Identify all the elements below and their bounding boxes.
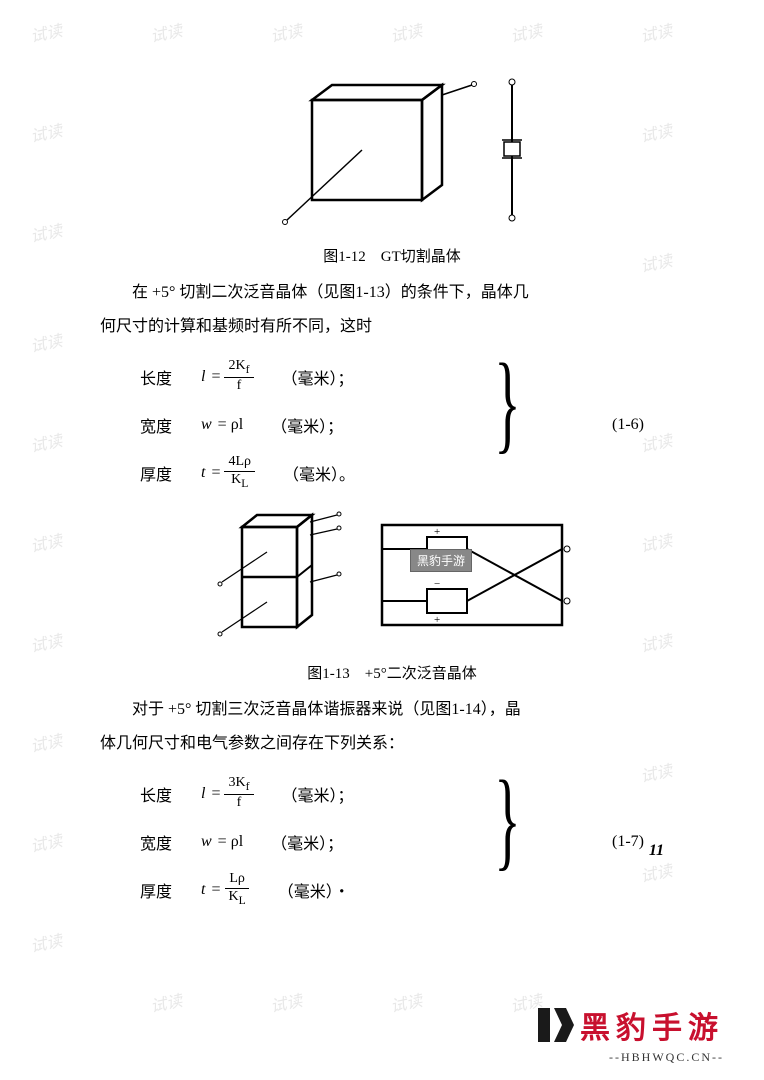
brace-icon: } [494, 339, 520, 466]
fraction: LρKL [224, 871, 249, 908]
equation-line: 长度l = 3Kff（毫米）； [140, 774, 684, 814]
figure-1-12-caption: 图1-12 GT切割晶体 [100, 245, 684, 266]
watermark-text: 试读 [388, 987, 424, 1017]
equation-number-1-7: (1-7) [612, 833, 644, 851]
figure-1-13: +− −+ 黑豹手游 [100, 507, 684, 652]
eq-variable: l [201, 785, 205, 803]
brand-logo: 黑豹手游 --HBHWQC.CN-- [530, 1000, 724, 1050]
equation-group-1-6: 长度l = 2Kff（毫米）；宽度w = ρl（毫米）；厚度t = 4LρKL（… [140, 357, 684, 493]
eq-variable: w [201, 833, 212, 851]
eq-variable: l [201, 368, 205, 386]
eq-unit: （毫米）・ [278, 878, 350, 902]
eq-unit: （毫米）； [282, 365, 354, 389]
eq-label: 长度 [140, 782, 195, 806]
eq-unit: （毫米）； [271, 830, 343, 854]
eq-variable: t [201, 881, 205, 899]
svg-text:−: − [434, 578, 440, 590]
brace-icon: } [494, 756, 520, 883]
svg-text:+: + [434, 526, 440, 538]
eq-label: 宽度 [140, 830, 195, 854]
fraction: 2Kff [224, 358, 253, 395]
eq-variable: w [201, 416, 212, 434]
eq-label: 厚度 [140, 878, 195, 902]
eq-unit: （毫米）。 [283, 461, 355, 485]
figure-1-12 [100, 70, 684, 235]
logo-icon [530, 1000, 580, 1050]
watermark-text: 试读 [268, 987, 304, 1017]
logo-text: 黑豹手游 [580, 1012, 724, 1045]
paragraph-1-line-1: 在 +5° 切割二次泛音晶体（见图1-13）的条件下，晶体几 [100, 278, 684, 308]
document-page: 图1-12 GT切割晶体 在 +5° 切割二次泛音晶体（见图1-13）的条件下，… [0, 0, 764, 964]
equation-line: 宽度w = ρl（毫米）； [140, 405, 684, 445]
paragraph-2-line-1: 对于 +5° 切割三次泛音晶体谐振器来说（见图1-14），晶 [100, 695, 684, 725]
equation-number-1-6: (1-6) [612, 416, 644, 434]
page-number: 11 [649, 842, 664, 860]
watermark-text: 试读 [148, 987, 184, 1017]
watermark-badge: 黑豹手游 [410, 549, 472, 572]
eq-expression: ρl [231, 416, 243, 434]
equation-line: 长度l = 2Kff（毫米）； [140, 357, 684, 397]
fraction: 3Kff [224, 775, 253, 812]
paragraph-1-line-2: 何尺寸的计算和基频时有所不同，这时 [100, 312, 684, 342]
equation-line: 宽度w = ρl（毫米）； [140, 822, 684, 862]
equation-group-1-7: 长度l = 3Kff（毫米）；宽度w = ρl（毫米）；厚度t = LρKL（毫… [140, 774, 684, 910]
crystal-box-diagram [242, 70, 542, 230]
fraction: 4LρKL [224, 454, 255, 491]
eq-label: 长度 [140, 365, 195, 389]
svg-text:+: + [434, 614, 440, 626]
eq-unit: （毫米）； [282, 782, 354, 806]
equation-line: 厚度t = 4LρKL（毫米）。 [140, 453, 684, 493]
equation-line: 厚度t = LρKL（毫米）・ [140, 870, 684, 910]
eq-label: 宽度 [140, 413, 195, 437]
figure-1-13-caption: 图1-13 +5°二次泛音晶体 [100, 662, 684, 683]
logo-subtitle: --HBHWQC.CN-- [609, 1050, 724, 1065]
overtone-crystal-diagram: +− −+ [202, 507, 582, 647]
eq-variable: t [201, 464, 205, 482]
paragraph-2-line-2: 体几何尺寸和电气参数之间存在下列关系： [100, 729, 684, 759]
eq-expression: ρl [231, 833, 243, 851]
eq-label: 厚度 [140, 461, 195, 485]
eq-unit: （毫米）； [271, 413, 343, 437]
